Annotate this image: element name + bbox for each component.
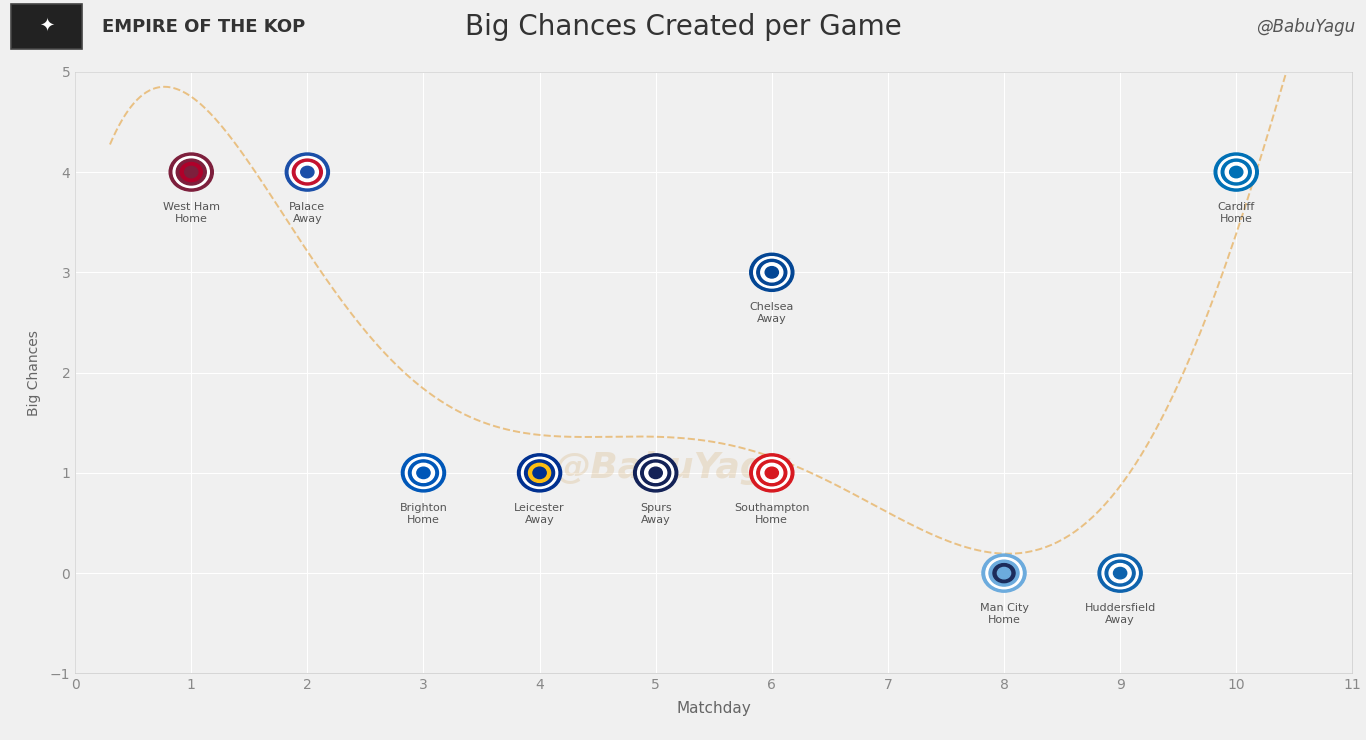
Text: Big Chances Created per Game: Big Chances Created per Game xyxy=(464,13,902,41)
Circle shape xyxy=(993,564,1015,582)
Circle shape xyxy=(173,156,209,188)
Text: Palace
Away: Palace Away xyxy=(290,202,325,223)
Circle shape xyxy=(986,557,1022,589)
Circle shape xyxy=(1109,564,1131,582)
Circle shape xyxy=(982,554,1026,592)
Text: Spurs
Away: Spurs Away xyxy=(639,503,672,525)
Text: @BabuYagu: @BabuYagu xyxy=(555,451,792,485)
Text: Man City
Home: Man City Home xyxy=(979,603,1029,625)
Circle shape xyxy=(417,467,430,479)
Circle shape xyxy=(645,463,667,482)
Circle shape xyxy=(761,263,783,282)
Text: Leicester
Away: Leicester Away xyxy=(514,503,566,525)
Circle shape xyxy=(408,460,438,486)
Circle shape xyxy=(989,560,1019,586)
Circle shape xyxy=(529,463,550,482)
Circle shape xyxy=(634,454,678,492)
Circle shape xyxy=(533,467,546,479)
Circle shape xyxy=(292,159,322,185)
Circle shape xyxy=(750,253,794,292)
Y-axis label: Big Chances: Big Chances xyxy=(27,329,41,416)
Circle shape xyxy=(518,454,561,492)
Circle shape xyxy=(638,457,673,488)
Circle shape xyxy=(1214,153,1258,191)
Circle shape xyxy=(1225,163,1247,181)
Text: Chelsea
Away: Chelsea Away xyxy=(750,303,794,324)
Circle shape xyxy=(754,457,790,488)
Circle shape xyxy=(180,163,202,181)
Circle shape xyxy=(285,153,329,191)
Text: ✦: ✦ xyxy=(38,18,55,36)
Circle shape xyxy=(402,454,445,492)
Circle shape xyxy=(1229,166,1243,178)
Circle shape xyxy=(1098,554,1142,592)
Circle shape xyxy=(761,463,783,482)
Text: Huddersfield
Away: Huddersfield Away xyxy=(1085,603,1156,625)
Circle shape xyxy=(522,457,557,488)
Circle shape xyxy=(757,460,787,486)
Text: Brighton
Home: Brighton Home xyxy=(399,503,448,525)
Circle shape xyxy=(1218,156,1254,188)
Circle shape xyxy=(754,257,790,288)
Circle shape xyxy=(997,568,1011,579)
Circle shape xyxy=(176,159,206,185)
Text: Cardiff
Home: Cardiff Home xyxy=(1217,202,1255,223)
Circle shape xyxy=(765,266,779,278)
Circle shape xyxy=(1221,159,1251,185)
Text: @BabuYagu: @BabuYagu xyxy=(1255,18,1355,36)
Circle shape xyxy=(406,457,441,488)
Circle shape xyxy=(290,156,325,188)
Text: West Ham
Home: West Ham Home xyxy=(163,202,220,223)
Circle shape xyxy=(301,166,314,178)
Circle shape xyxy=(641,460,671,486)
Circle shape xyxy=(296,163,318,181)
Circle shape xyxy=(525,460,555,486)
Text: Southampton
Home: Southampton Home xyxy=(734,503,810,525)
Circle shape xyxy=(184,166,198,178)
Circle shape xyxy=(750,454,794,492)
Circle shape xyxy=(765,467,779,479)
Circle shape xyxy=(169,153,213,191)
Circle shape xyxy=(413,463,434,482)
Circle shape xyxy=(757,259,787,286)
Circle shape xyxy=(1113,568,1127,579)
FancyBboxPatch shape xyxy=(11,4,82,49)
Text: EMPIRE OF THE KOP: EMPIRE OF THE KOP xyxy=(102,18,306,36)
Circle shape xyxy=(1105,560,1135,586)
X-axis label: Matchday: Matchday xyxy=(676,701,751,716)
Circle shape xyxy=(1102,557,1138,589)
Circle shape xyxy=(649,467,663,479)
